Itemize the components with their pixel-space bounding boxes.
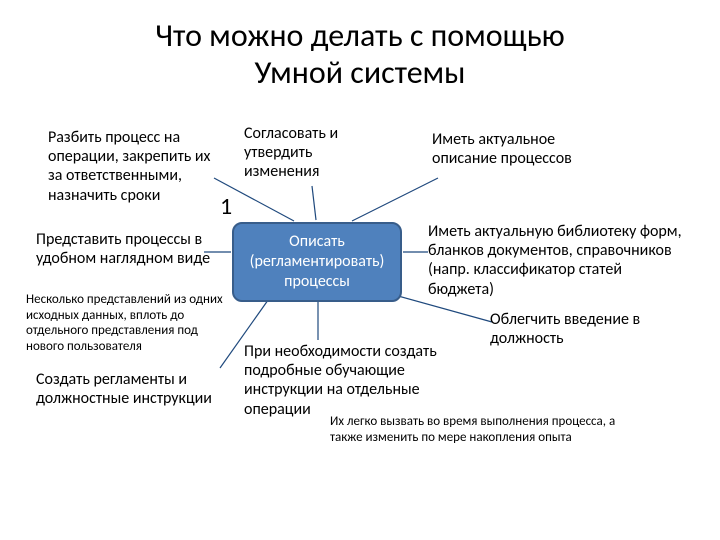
block-bottom-center: При необходимости создать подробные обуч… [244, 342, 480, 419]
block-mid-right: Иметь актуальную библиотеку форм, бланко… [428, 222, 690, 299]
block-top-center: Согласовать и утвердить изменения [244, 124, 384, 182]
central-node: Описать(регламентировать)процессы [232, 222, 402, 302]
block-mid-left-footnote: Несколько представлений из одних исходны… [26, 292, 236, 354]
block-bottom-left: Создать регламенты и должностные инструк… [36, 370, 236, 408]
block-top-left: Разбить процесс на операции, закрепить и… [48, 128, 226, 205]
block-top-right: Иметь актуальное описание процессов [432, 130, 602, 168]
slide-stage: Что можно делать с помощьюУмной системы … [0, 0, 720, 540]
block-bottom-center-footnote: Их легко вызвать во время выполнения про… [330, 414, 630, 445]
page-title: Что можно делать с помощьюУмной системы [0, 18, 720, 92]
block-low-right: Облегчить введение в должность [490, 310, 690, 348]
block-mid-left: Представить процессы в удобном наглядном… [36, 230, 226, 268]
